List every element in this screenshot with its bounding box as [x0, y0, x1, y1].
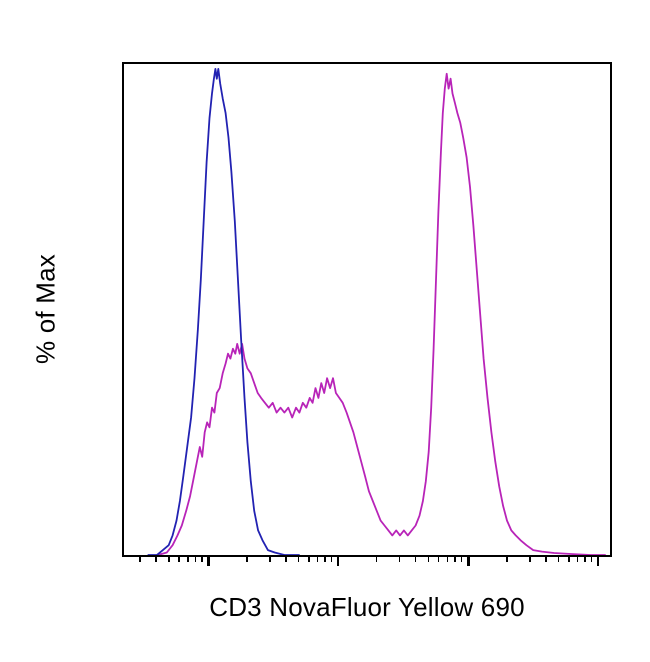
- x-axis-major-tick: [596, 557, 600, 566]
- x-axis-minor-tick: [557, 557, 560, 562]
- x-axis-major-tick: [336, 557, 340, 566]
- x-axis-minor-tick: [460, 557, 463, 562]
- x-axis-minor-tick: [545, 557, 547, 562]
- x-axis-minor-tick: [269, 557, 271, 562]
- x-axis-minor-tick: [285, 557, 287, 562]
- y-axis-label: % of Max: [30, 254, 61, 364]
- x-axis-minor-tick: [168, 557, 170, 562]
- x-axis-minor-tick: [316, 557, 319, 562]
- x-axis-minor-tick: [194, 557, 197, 562]
- x-axis-tick-layer: [124, 557, 610, 569]
- x-axis-minor-tick: [139, 557, 141, 562]
- x-axis-minor-tick: [155, 557, 157, 562]
- x-axis-minor-tick: [414, 557, 417, 562]
- x-axis-minor-tick: [187, 557, 189, 562]
- histogram-curves: [147, 68, 607, 555]
- blue-histogram-curve: [147, 68, 300, 555]
- x-axis-minor-tick: [246, 557, 248, 562]
- plot-area: [122, 62, 612, 557]
- x-axis-minor-tick: [437, 557, 440, 562]
- x-axis-minor-tick: [201, 557, 203, 562]
- x-axis-minor-tick: [398, 557, 401, 562]
- x-axis-minor-tick: [308, 557, 310, 562]
- x-axis-minor-tick: [446, 557, 449, 562]
- x-axis-label: CD3 NovaFluor Yellow 690: [209, 592, 525, 622]
- x-axis-minor-tick: [427, 557, 430, 562]
- x-axis-minor-tick: [584, 557, 586, 562]
- x-axis-minor-tick: [529, 557, 531, 562]
- x-axis-minor-tick: [576, 557, 579, 562]
- x-axis-minor-tick: [590, 557, 593, 562]
- x-axis-minor-tick: [178, 557, 180, 562]
- x-axis-minor-tick: [375, 557, 378, 562]
- x-axis-minor-tick: [454, 557, 456, 562]
- x-axis-minor-tick: [324, 557, 326, 562]
- x-axis-minor-tick: [297, 557, 300, 562]
- x-axis-minor-tick: [568, 557, 570, 562]
- x-axis-minor-tick: [330, 557, 333, 562]
- x-axis-major-tick: [467, 557, 470, 566]
- magenta-histogram-curve: [157, 72, 607, 555]
- x-axis-major-tick: [207, 557, 210, 566]
- x-axis-minor-tick: [506, 557, 508, 562]
